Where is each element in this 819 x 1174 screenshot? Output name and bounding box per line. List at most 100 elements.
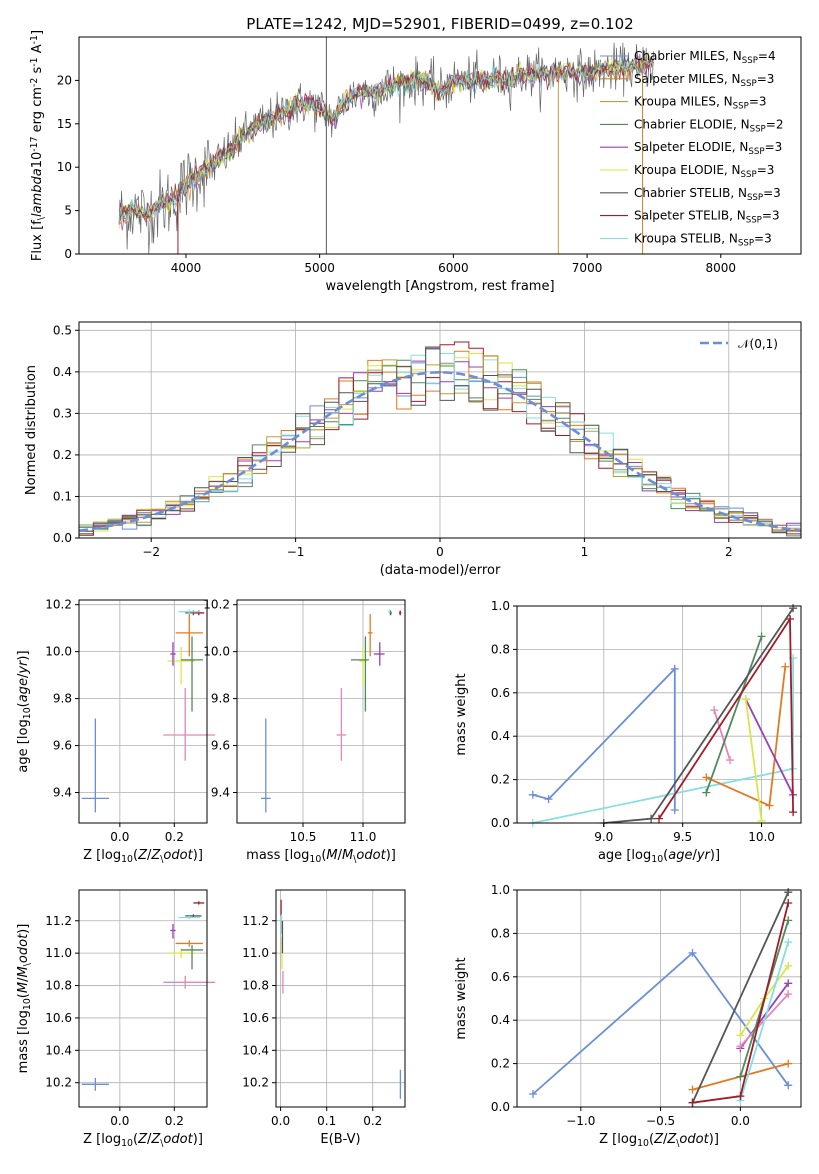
legend-label: Chabrier STELIB, NSSP=3	[634, 186, 781, 203]
massweight-marker	[528, 1089, 537, 1098]
age_vs_mass-ytick-label: 9.8	[211, 692, 230, 706]
mass_vs_Z-ytick-label: 11.0	[45, 946, 72, 960]
mass_vs_ebv-xtick-label: 0.1	[317, 1114, 336, 1128]
massweight_vs_age-xtick-label: 9.0	[594, 830, 613, 844]
legend-label: Salpeter MILES, NSSP=3	[634, 72, 774, 89]
massweight-marker	[655, 814, 663, 823]
age_vs_Z-xtick-label: 0.2	[165, 830, 184, 844]
massweight-marker	[528, 790, 537, 799]
massweight-marker	[710, 706, 719, 715]
massweight_vs_age-ytick-label: 1.0	[491, 599, 510, 613]
massweight_vs_Z-ytick-label: 0.4	[491, 1013, 510, 1027]
age_vs_mass-xtick-label: 11.0	[350, 830, 377, 844]
spectrum-ytick-label: 15	[57, 117, 72, 131]
legend-label: Chabrier MILES, NSSP=4	[634, 49, 776, 66]
massweight-marker	[784, 961, 793, 970]
massweight-line	[713, 709, 731, 761]
massweight_vs_age-ytick-label: 0.2	[491, 773, 510, 787]
mass_vs_ebv-xtick-label: 0.2	[363, 1114, 382, 1128]
legend-label: Chabrier ELODIE, NSSP=2	[634, 117, 783, 134]
mass_vs_Z-ytick-label: 10.8	[45, 979, 72, 993]
residuals-ytick-label: 0.1	[53, 489, 72, 503]
normal-reference-curve	[78, 370, 802, 532]
massweight-marker	[784, 979, 793, 988]
legend-label: Kroupa ELODIE, NSSP=3	[634, 163, 774, 180]
age_vs_mass-xtick-label: 10.5	[290, 830, 317, 844]
massweight_vs_age-xtick-label: 9.5	[673, 830, 692, 844]
massweight_vs_age-ytick-label: 0.0	[491, 816, 510, 830]
age_vs_Z-xtick-label: 0.0	[110, 830, 129, 844]
massweight-line	[744, 698, 794, 796]
age_vs_mass-ytick-label: 9.4	[211, 785, 230, 799]
massweight_vs_Z-ytick-label: 0.0	[491, 1100, 510, 1114]
mass_vs_ebv-frame	[275, 889, 406, 1108]
residuals-xtick-label: −1	[287, 545, 305, 559]
mass_vs_ebv-ytick-label: 11.0	[242, 946, 269, 960]
massweight-marker	[757, 632, 766, 641]
massweight-line	[691, 891, 790, 1104]
massweight-marker	[736, 1092, 745, 1101]
spectrum-xtick-label: 4000	[171, 261, 202, 275]
massweight-marker	[781, 662, 790, 671]
massweight-marker	[789, 808, 798, 817]
residuals-ylabel: Normed distribution	[24, 365, 39, 495]
residual-histogram-step	[79, 346, 801, 534]
massweight-line	[705, 636, 763, 793]
residuals-xtick-label: 0	[436, 545, 444, 559]
massweight-marker	[784, 916, 793, 925]
spectrum-xtick-label: 8000	[706, 261, 737, 275]
mass_vs_ebv-ytick-label: 10.6	[242, 1011, 269, 1025]
age_vs_Z-ytick-label: 10.0	[45, 645, 72, 659]
massweight-marker	[765, 801, 774, 810]
massweight-marker	[784, 990, 793, 999]
mass_vs_Z-xlabel: Z [log10(Z/Z\odot)]	[83, 1132, 203, 1149]
legend-label: 𝒩(0,1)	[738, 337, 778, 351]
massweight_vs_age-frame	[516, 605, 802, 824]
age_vs_Z-ytick-label: 9.6	[53, 739, 72, 753]
residuals-ytick-label: 0.5	[53, 323, 72, 337]
massweight_vs_age-xlabel: age [log10(age/yr)]	[598, 848, 720, 865]
mass_vs_Z-xtick-label: 0.2	[165, 1114, 184, 1128]
age_vs_mass-ytick-label: 9.6	[211, 739, 230, 753]
massweight_vs_age-ytick-label: 0.6	[491, 686, 510, 700]
mass_vs_Z-ytick-label: 10.2	[45, 1076, 72, 1090]
mass_vs_ebv-ytick-label: 11.2	[242, 914, 269, 928]
mass_vs_ebv-ytick-label: 10.4	[242, 1043, 269, 1057]
residuals-xtick-label: −2	[142, 545, 160, 559]
mass_vs_ebv-xtick-label: 0.0	[271, 1114, 290, 1128]
age_vs_mass-ytick-label: 10.2	[203, 598, 230, 612]
massweight_vs_age-ylabel: mass weight	[454, 673, 469, 755]
spectrum-ytick-label: 5	[64, 204, 72, 218]
massweight-marker	[736, 1042, 745, 1051]
massweight-line	[744, 699, 763, 821]
spectrum-xtick-label: 7000	[572, 261, 603, 275]
massweight-marker	[688, 1098, 697, 1107]
massweight-marker	[702, 773, 711, 782]
mass_vs_ebv-ytick-label: 10.2	[242, 1076, 269, 1090]
massweight-marker	[736, 1072, 745, 1081]
spectrum-ytick-label: 10	[57, 160, 72, 174]
spectrum-xtick-label: 5000	[304, 261, 335, 275]
age_vs_Z-ylabel: age [log10(age/yr)]	[16, 650, 33, 772]
age_vs_Z-ytick-label: 9.8	[53, 692, 72, 706]
age_vs_Z-frame	[78, 599, 208, 824]
residuals-ytick-label: 0.0	[53, 531, 72, 545]
massweight-marker	[736, 1031, 745, 1040]
massweight_vs_Z-ylabel: mass weight	[454, 957, 469, 1039]
age_vs_mass-xlabel: mass [log10(M/M\odot)]	[246, 848, 396, 865]
massweight_vs_age-ytick-label: 0.8	[491, 642, 510, 656]
massweight-marker	[784, 938, 793, 947]
massweight-marker	[784, 899, 793, 908]
massweight-marker	[670, 664, 679, 673]
residuals-xlabel: (data-model)/error	[380, 563, 501, 578]
spectrum-model-line	[118, 59, 654, 223]
massweight_vs_age-ytick-label: 0.4	[491, 729, 510, 743]
massweight_vs_Z-xlabel: Z [log10(Z/Z\odot)]	[599, 1132, 719, 1149]
age_vs_mass-frame	[236, 599, 406, 824]
massweight_vs_Z-xtick-label: −1.0	[566, 1114, 595, 1128]
mass_vs_Z-ylabel: mass [log10(M/M\odot)]	[16, 924, 33, 1074]
spectrum-ytick-label: 20	[57, 73, 72, 87]
